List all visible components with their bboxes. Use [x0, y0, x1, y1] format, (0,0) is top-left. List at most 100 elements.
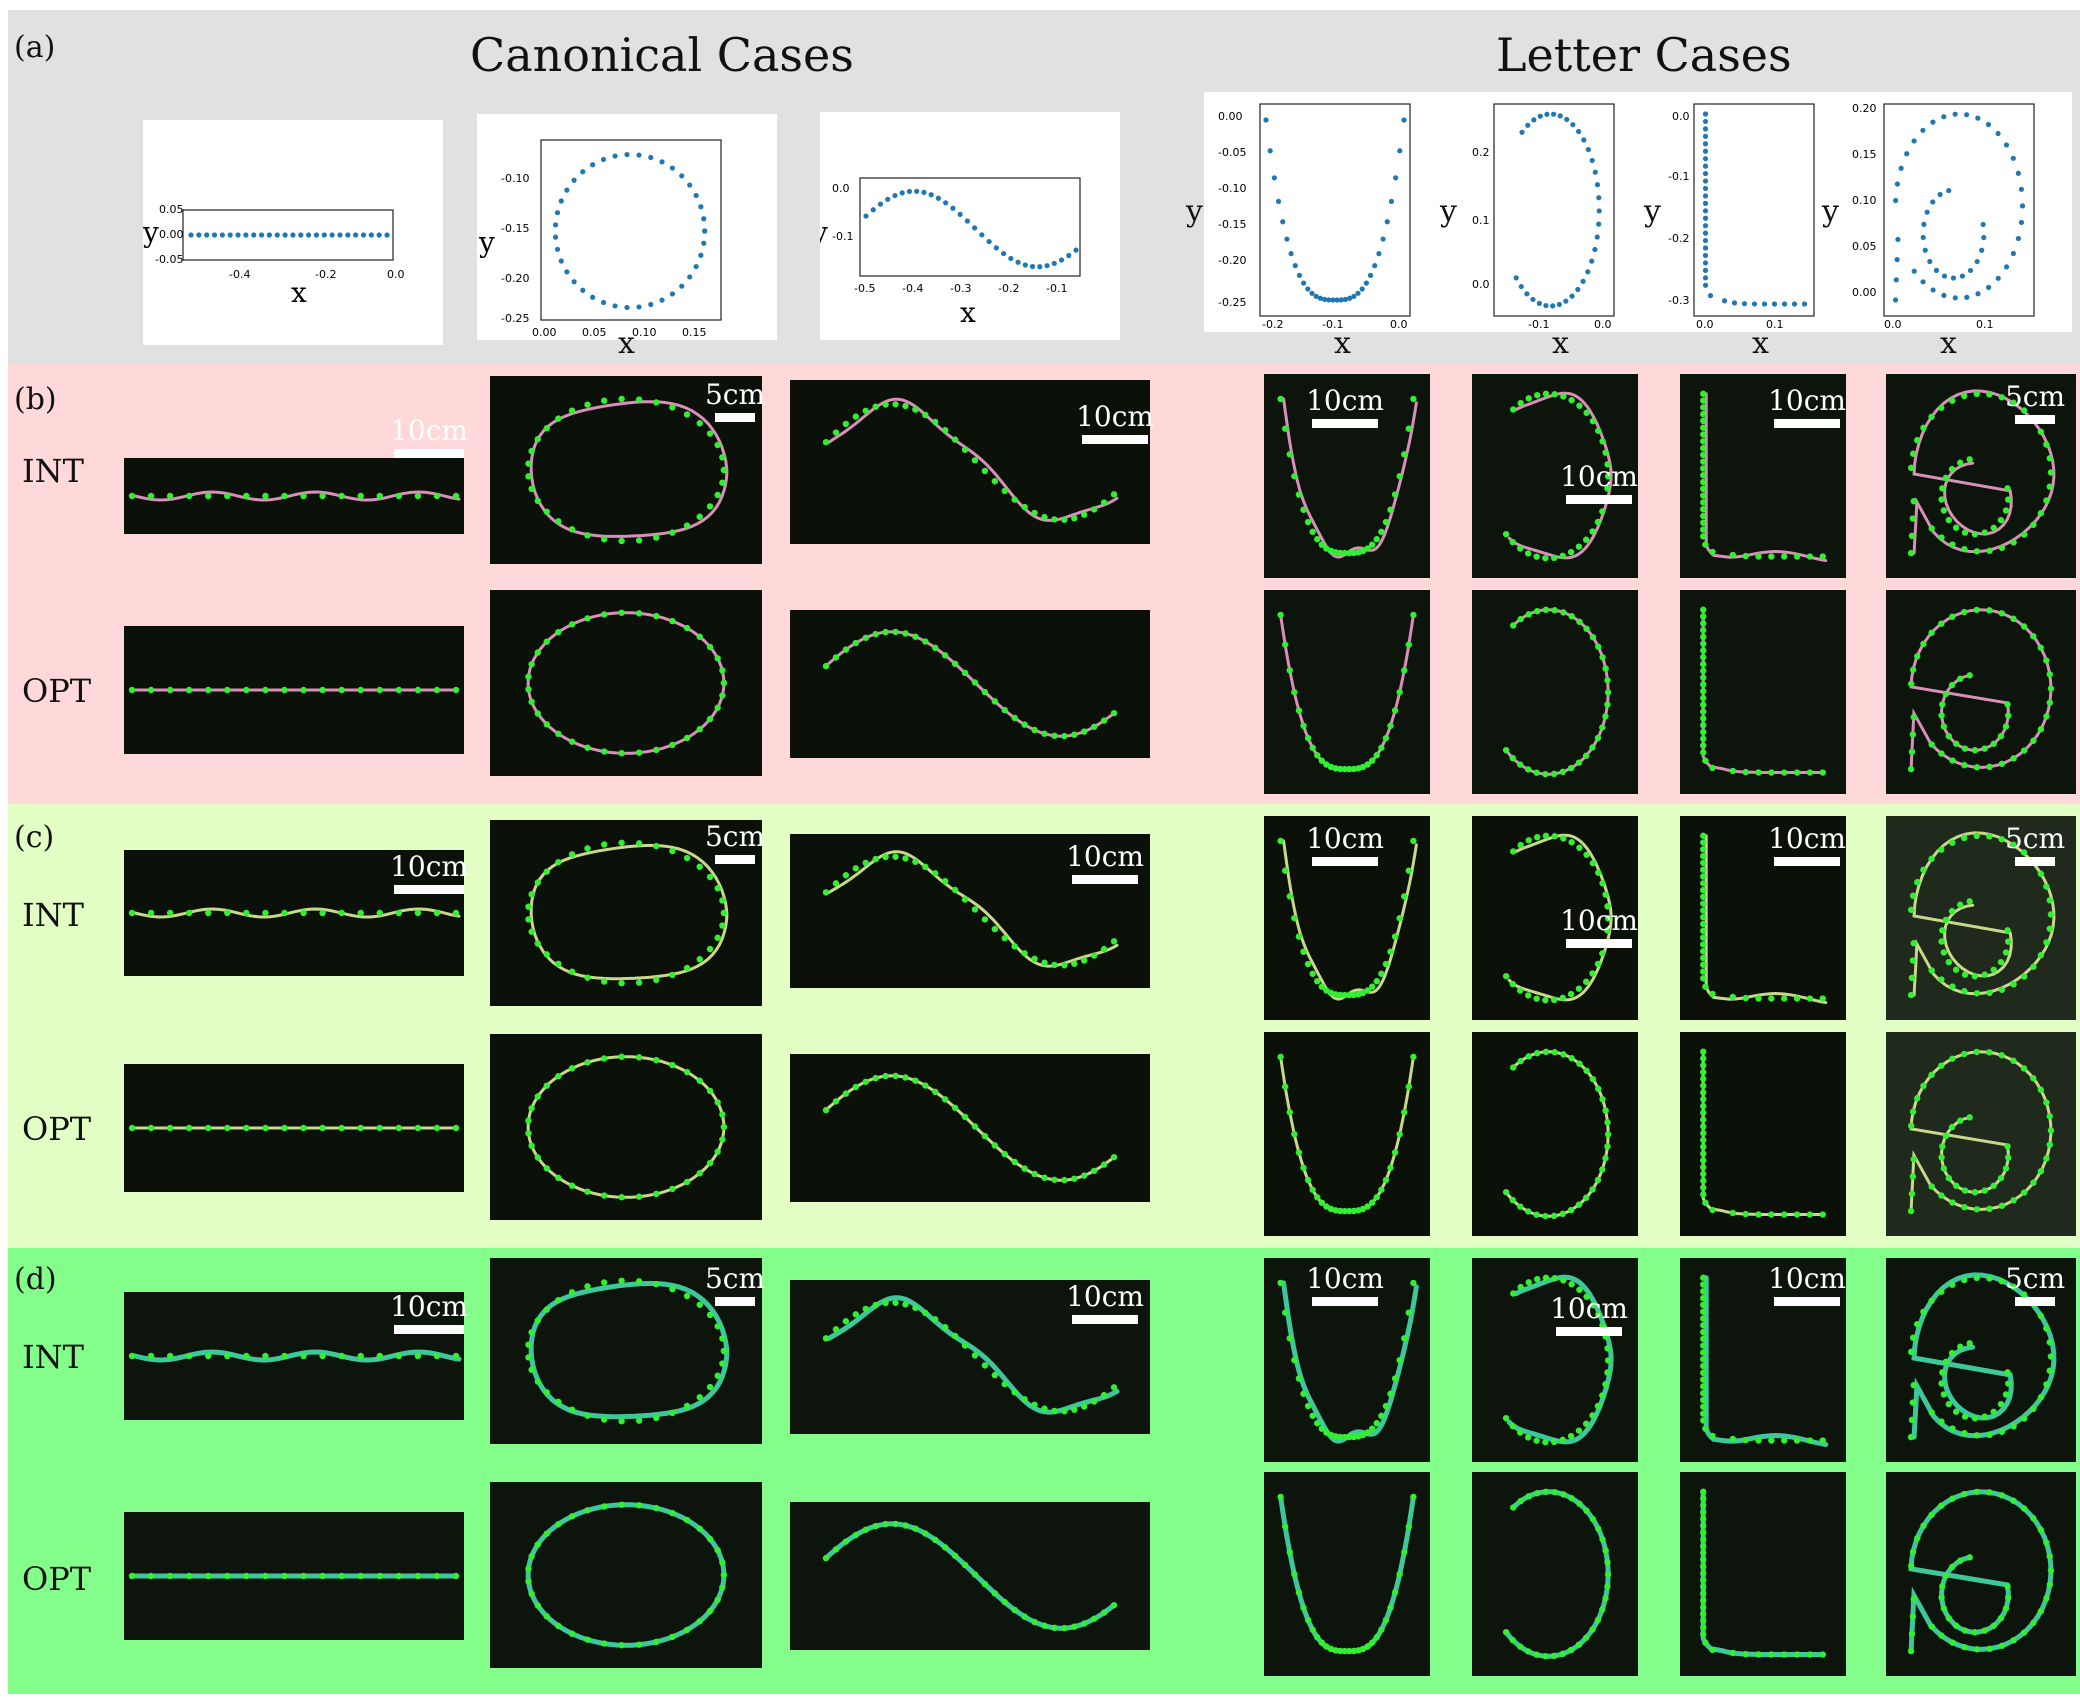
target-dot	[205, 492, 212, 500]
marker-point	[979, 232, 985, 238]
target-dot	[166, 1124, 174, 1132]
target-dot	[1755, 1651, 1762, 1658]
target-dot	[1318, 757, 1326, 764]
target-dot	[1938, 976, 1945, 983]
target-dot	[1997, 1614, 2005, 1622]
target-dot	[1742, 552, 1749, 560]
target-dot	[1286, 1335, 1293, 1342]
target-dot	[683, 1178, 691, 1186]
target-dot	[1031, 726, 1038, 734]
svg-text:-0.1: -0.1	[1528, 318, 1549, 331]
target-dot	[683, 734, 691, 742]
marker-point	[1941, 292, 1947, 298]
target-dot	[1599, 724, 1606, 731]
target-dot	[1589, 859, 1597, 867]
svg-text:0.0: 0.0	[387, 268, 405, 281]
target-dot	[720, 1123, 728, 1131]
target-dot	[1309, 744, 1316, 751]
target-dot	[2046, 1113, 2053, 1120]
target-dot	[128, 686, 136, 694]
target-dot	[1700, 667, 1707, 675]
target-dot	[1700, 866, 1707, 873]
target-dot	[1051, 1407, 1058, 1415]
target-dot	[1071, 1623, 1078, 1630]
target-dot	[1346, 1647, 1353, 1655]
photo-svg	[1502, 1274, 1614, 1446]
target-dot	[912, 858, 919, 865]
svg-text:-0.3: -0.3	[950, 282, 971, 295]
target-dot	[714, 491, 721, 499]
target-dot	[2004, 701, 2011, 708]
target-dot	[1986, 607, 1993, 614]
target-dot	[224, 909, 231, 917]
target-dot	[1700, 1096, 1707, 1103]
target-dot	[601, 1640, 608, 1647]
target-dot	[1700, 1583, 1707, 1591]
svg-text:0.0: 0.0	[1884, 318, 1902, 331]
target-dot	[1998, 1202, 2006, 1209]
target-dot	[1700, 431, 1707, 438]
target-dot	[1410, 1493, 1417, 1501]
target-dot	[414, 1124, 422, 1132]
target-dot	[1908, 1562, 1915, 1570]
target-dot	[1336, 991, 1344, 999]
marker-point	[1964, 112, 1970, 118]
target-dot	[1914, 879, 1921, 886]
target-dot	[1309, 528, 1316, 535]
target-dot	[1940, 507, 1948, 514]
target-dot	[1304, 734, 1312, 742]
target-dot	[941, 1096, 949, 1103]
marker-point	[251, 232, 257, 238]
target-dot	[1997, 732, 2005, 740]
target-dot	[1396, 1570, 1403, 1578]
target-dot	[414, 686, 422, 694]
target-dot	[166, 1352, 174, 1360]
target-dot	[601, 841, 608, 848]
scale-bar-line	[1082, 435, 1148, 444]
target-dot	[1768, 1211, 1775, 1218]
marker-point	[590, 294, 596, 300]
target-dot	[1291, 472, 1298, 480]
target-dot	[433, 492, 441, 500]
target-dot	[395, 492, 403, 500]
target-dot	[1700, 1417, 1707, 1424]
marker-point	[1401, 117, 1407, 123]
target-dot	[1942, 1132, 1950, 1140]
target-dot	[1981, 971, 1988, 978]
target-dot	[338, 492, 345, 500]
target-dot	[534, 879, 541, 886]
target-dot	[1575, 985, 1583, 992]
target-dot	[822, 662, 830, 670]
target-dot	[1945, 1614, 1953, 1622]
target-dot	[147, 909, 155, 917]
photo-d-int-U	[1264, 1258, 1430, 1462]
target-dot	[1700, 1549, 1707, 1557]
target-dot	[706, 1087, 714, 1095]
marker-point	[1894, 257, 1900, 263]
target-dot	[1742, 1650, 1749, 1658]
marker-point	[1911, 268, 1917, 274]
target-dot	[683, 624, 691, 632]
marker-point	[188, 232, 194, 238]
marker-point	[1271, 175, 1277, 181]
marker-point	[863, 213, 869, 219]
marker-point	[1519, 129, 1525, 135]
target-dot	[1908, 680, 1915, 688]
target-dot	[1928, 1297, 1935, 1305]
target-dot	[1700, 626, 1707, 634]
target-dot	[1378, 1626, 1385, 1633]
target-dot	[185, 1572, 193, 1580]
target-dot	[1602, 449, 1609, 456]
target-dot	[1942, 916, 1950, 924]
target-dot	[669, 1509, 676, 1517]
marker-point	[1313, 293, 1319, 299]
target-dot	[1300, 1390, 1307, 1397]
target-dot	[128, 1572, 136, 1580]
target-dot	[433, 686, 441, 694]
photo-svg	[1277, 1279, 1419, 1444]
target-dot	[1341, 1647, 1348, 1655]
target-dot	[1920, 866, 1927, 874]
target-dot	[525, 1354, 532, 1361]
marker-point	[1585, 146, 1591, 153]
target-dot	[1525, 395, 1532, 402]
